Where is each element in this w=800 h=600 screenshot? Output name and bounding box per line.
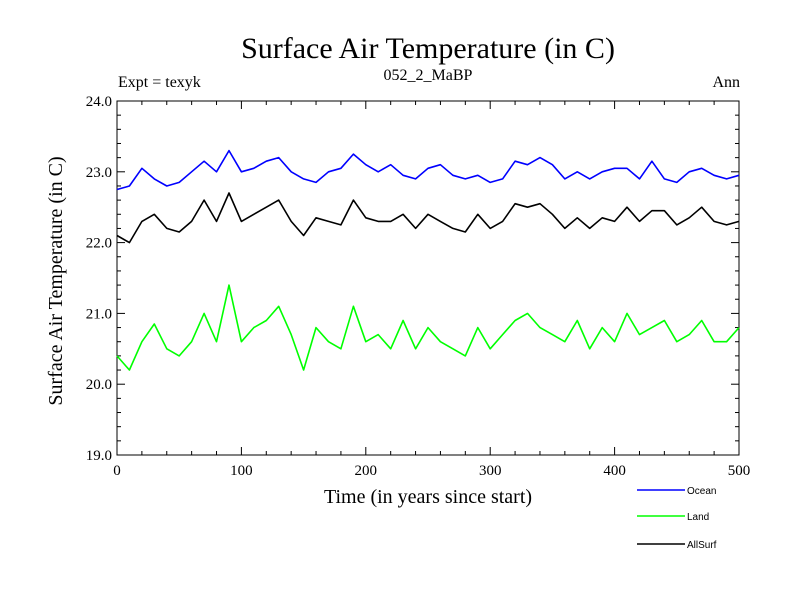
legend-label-land: Land	[687, 512, 709, 523]
legend: Ocean Land AllSurf	[637, 486, 717, 551]
experiment-label: Expt = texyk	[118, 74, 201, 91]
series-line-ocean	[116, 149, 740, 191]
x-axis: 0 100 200 300 400 500	[113, 101, 750, 479]
y-tick-label: 19.0	[86, 448, 112, 464]
x-tick-label: 400	[603, 463, 626, 479]
y-tick-label: 23.0	[86, 165, 112, 181]
series-line-allsurf	[116, 192, 740, 244]
y-tick-label: 22.0	[86, 236, 112, 252]
y-tick-label: 21.0	[86, 306, 112, 322]
y-tick-label: 20.0	[86, 377, 112, 393]
y-axis-label: Surface Air Temperature (in C)	[45, 156, 67, 405]
legend-label-allsurf: AllSurf	[687, 540, 717, 551]
x-tick-label: 100	[230, 463, 253, 479]
x-axis-label: Time (in years since start)	[324, 486, 532, 508]
chart-subtitle: 052_2_MaBP	[384, 67, 473, 84]
series-layer	[116, 149, 740, 371]
x-tick-label: 200	[355, 463, 378, 479]
legend-label-ocean: Ocean	[687, 486, 716, 497]
x-tick-label: 0	[113, 463, 121, 479]
x-tick-label: 500	[728, 463, 751, 479]
y-axis: 19.0 20.0 21.0 22.0 23.0 24.0	[86, 94, 739, 464]
series-line-land	[116, 284, 740, 371]
x-tick-label: 300	[479, 463, 502, 479]
plot-frame	[116, 100, 740, 456]
season-label: Ann	[712, 74, 740, 91]
y-tick-label: 24.0	[86, 94, 112, 110]
chart-title: Surface Air Temperature (in C)	[241, 32, 615, 65]
